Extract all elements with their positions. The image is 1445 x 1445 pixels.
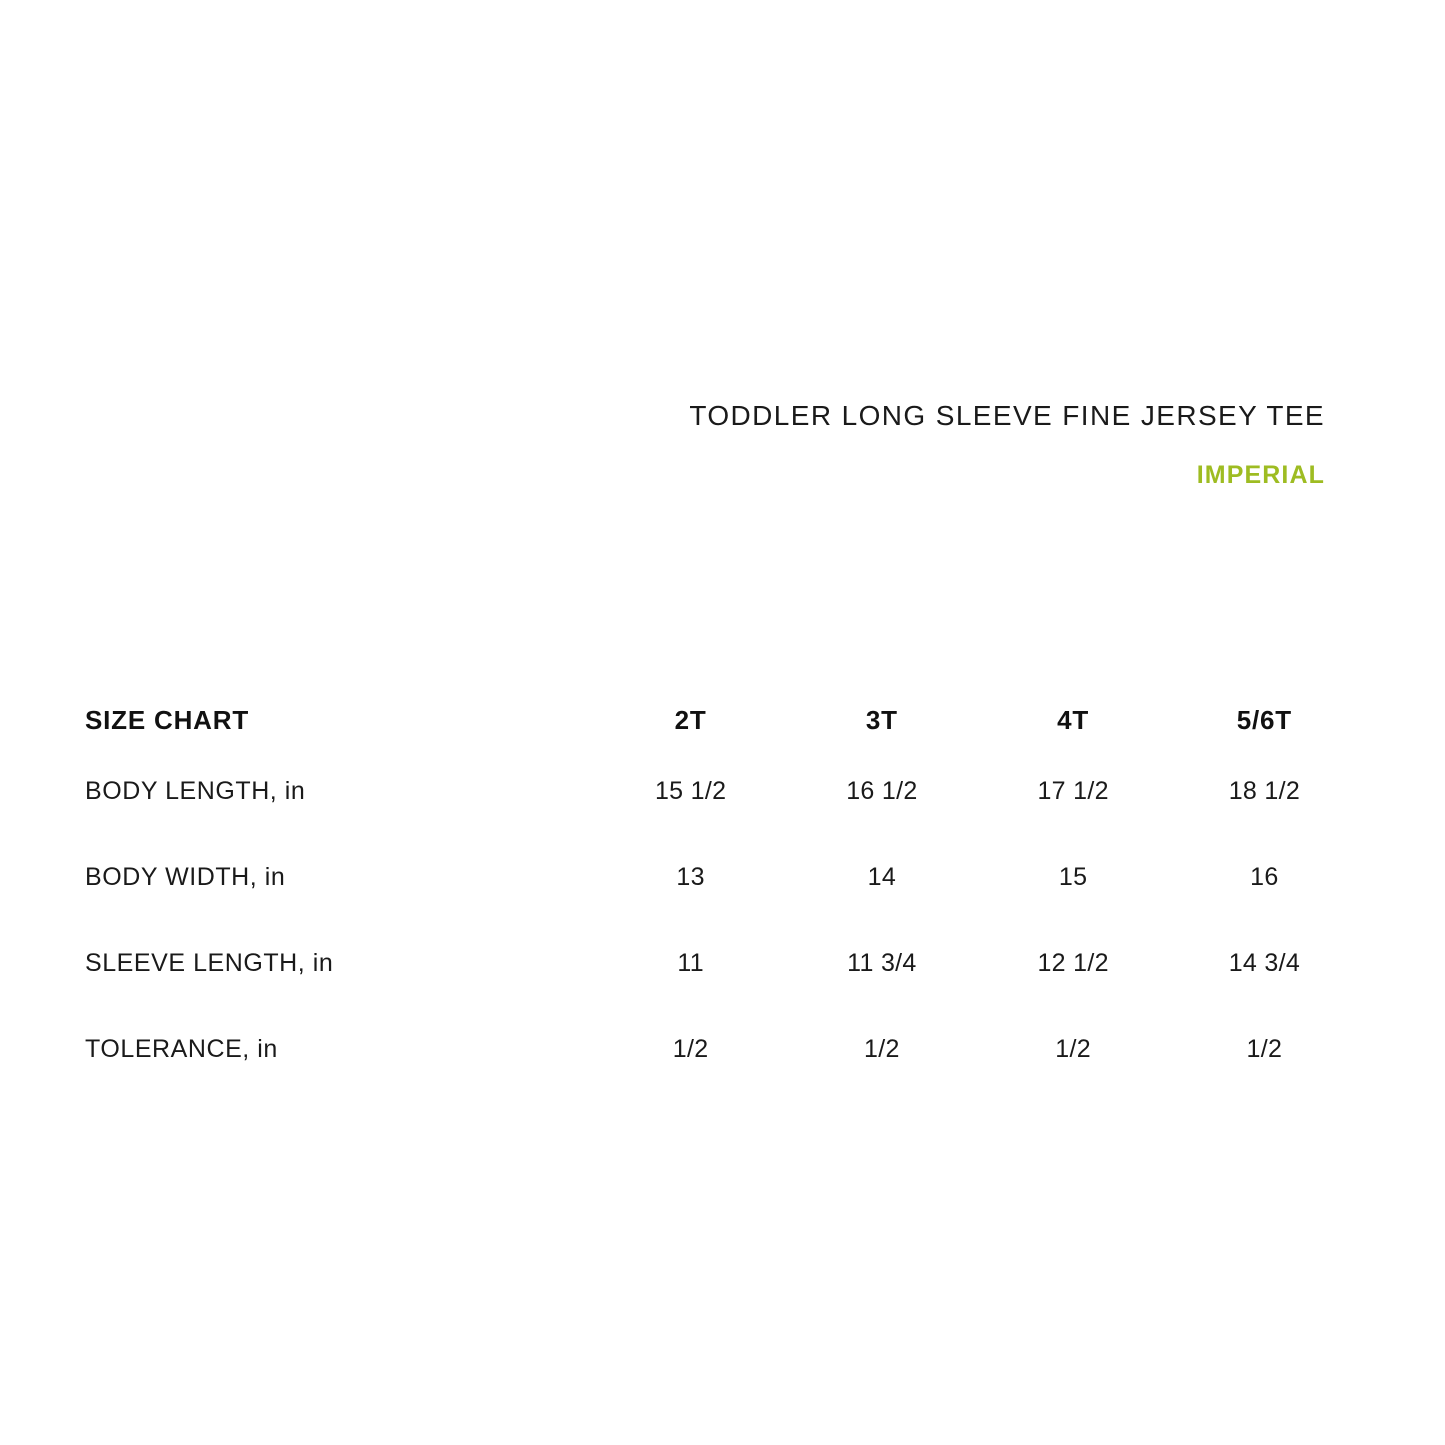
measurement-value: 18 1/2 [1228, 776, 1301, 805]
table-header-row: SIZE CHART 2T 3T 4T 5/6T [85, 692, 1360, 748]
measurement-label: TOLERANCE, in [85, 1034, 278, 1063]
column-header-size-1: 3T [865, 704, 898, 735]
measurement-label: SLEEVE LENGTH, in [85, 948, 334, 977]
size-chart-container: SIZE CHART 2T 3T 4T 5/6T BODY LENGTH, in… [85, 692, 1360, 1092]
measurement-value: 16 1/2 [846, 776, 918, 805]
table-row: TOLERANCE, in 1/2 1/2 1/2 1/2 [85, 1006, 1360, 1092]
size-chart-heading: SIZE CHART [85, 704, 249, 735]
measurement-value: 1/2 [864, 1034, 900, 1063]
measurement-value: 17 1/2 [1037, 776, 1109, 805]
page-title: TODDLER LONG SLEEVE FINE JERSEY TEE [689, 400, 1325, 431]
column-header-size-0: 2T [674, 704, 707, 735]
measurement-value: 12 1/2 [1037, 948, 1109, 977]
column-header-size-3: 5/6T [1236, 704, 1292, 735]
measurement-value: 14 3/4 [1228, 948, 1301, 977]
measurement-value: 15 [1058, 862, 1088, 891]
size-chart-table: SIZE CHART 2T 3T 4T 5/6T BODY LENGTH, in… [85, 692, 1360, 1092]
measurement-value: 1/2 [1246, 1034, 1283, 1063]
table-row: BODY WIDTH, in 13 14 15 16 [85, 834, 1360, 920]
measurement-value: 16 [1250, 862, 1279, 891]
measurement-value: 1/2 [1055, 1034, 1091, 1063]
measurement-value: 15 1/2 [654, 776, 727, 805]
measurement-value: 1/2 [672, 1034, 709, 1063]
unit-system-label: IMPERIAL [1196, 461, 1325, 489]
measurement-value: 11 3/4 [847, 948, 917, 977]
measurement-label: BODY LENGTH, in [85, 776, 306, 805]
table-row: SLEEVE LENGTH, in 11 11 3/4 12 1/2 14 3/… [85, 920, 1360, 1006]
measurement-value: 14 [867, 862, 897, 891]
measurement-value: 13 [676, 862, 705, 891]
column-header-size-2: 4T [1057, 704, 1090, 735]
measurement-value: 11 [677, 948, 704, 977]
measurement-label: BODY WIDTH, in [85, 862, 286, 891]
table-row: BODY LENGTH, in 15 1/2 16 1/2 17 1/2 18 … [85, 748, 1360, 834]
chart-header: TODDLER LONG SLEEVE FINE JERSEY TEE IMPE… [85, 398, 1325, 490]
